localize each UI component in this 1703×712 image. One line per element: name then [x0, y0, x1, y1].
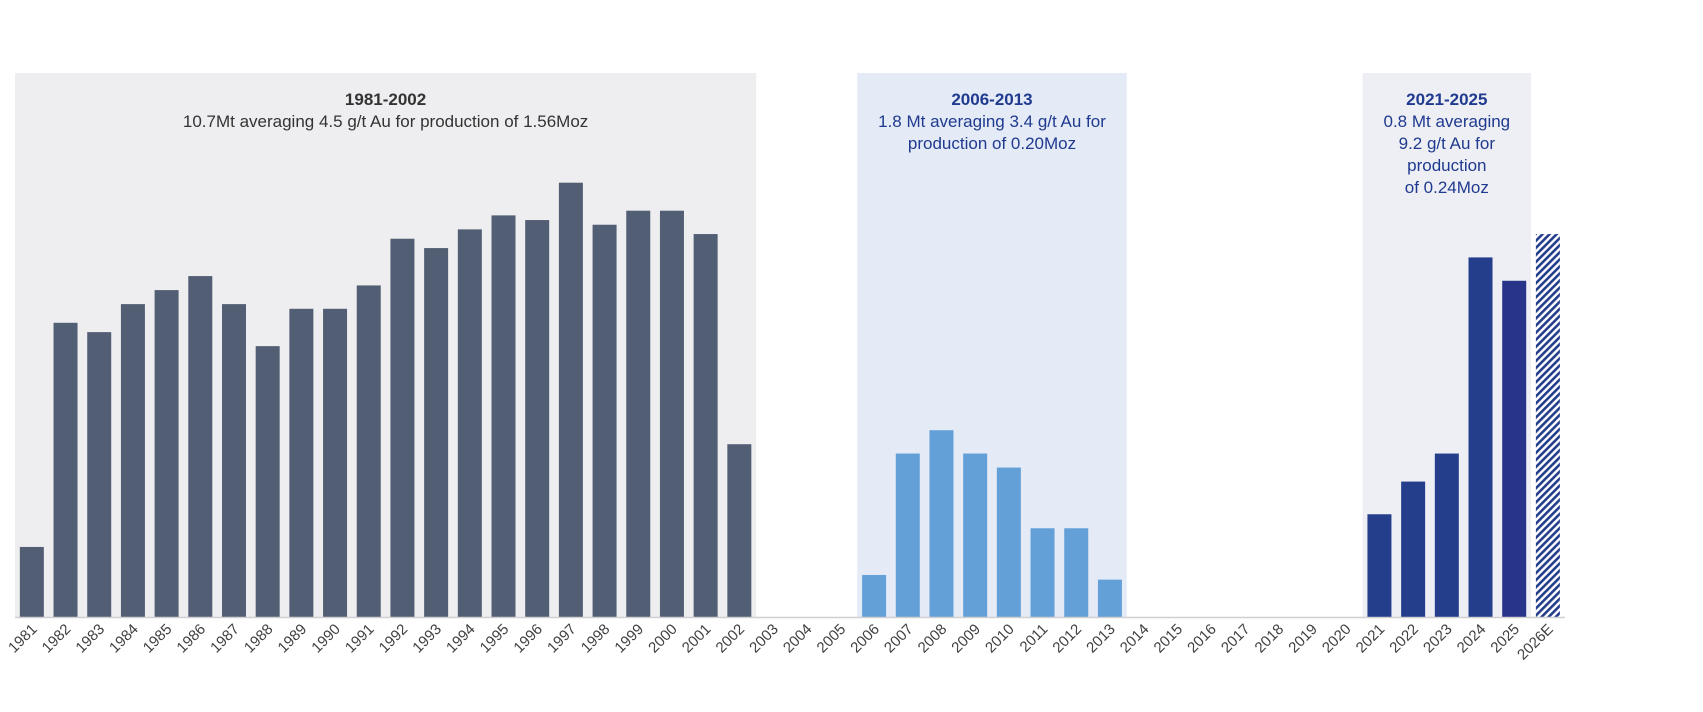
bar-1992	[390, 238, 415, 618]
bar-1999	[626, 210, 651, 617]
x-tick-label: 2021	[1353, 621, 1389, 657]
x-tick-label: 1998	[578, 621, 614, 657]
x-tick-label: 1982	[39, 621, 75, 657]
x-tick-label: 1989	[275, 621, 311, 657]
x-tick-label: 2002	[713, 621, 749, 657]
x-tick-label: 2003	[746, 621, 782, 657]
bar-1993	[424, 248, 449, 617]
bar-2001	[693, 234, 718, 617]
x-tick-label: 1985	[140, 621, 176, 657]
x-tick-label: 1996	[510, 621, 546, 657]
bar-2012	[1064, 528, 1089, 617]
bar-2002	[727, 444, 752, 617]
bar-2026E	[1535, 234, 1560, 617]
bar-2023	[1434, 453, 1459, 617]
period-description: production of 0.20Moz	[908, 134, 1076, 153]
bar-1988	[255, 346, 280, 617]
bar-1987	[221, 304, 246, 617]
period-title: 2006-2013	[951, 90, 1032, 109]
bar-1982	[53, 322, 78, 617]
x-tick-label: 2004	[780, 621, 816, 657]
bar-2000	[659, 210, 684, 617]
bar-2009	[963, 453, 988, 617]
x-tick-label: 1990	[308, 621, 344, 657]
bar-2010	[996, 467, 1021, 617]
bar-2013	[1097, 579, 1122, 617]
x-tick-label: 1984	[106, 621, 142, 657]
bar-2022	[1401, 481, 1426, 617]
period-title: 1981-2002	[345, 90, 426, 109]
x-tick-label: 2019	[1285, 621, 1321, 657]
bar-2024	[1468, 257, 1493, 617]
x-tick-label: 1986	[174, 621, 210, 657]
x-tick-label: 2006	[847, 621, 883, 657]
period-description: 0.8 Mt averaging	[1384, 112, 1511, 131]
bar-1990	[323, 308, 348, 617]
bar-1984	[120, 304, 145, 617]
x-tick-label: 2005	[814, 621, 850, 657]
bar-2008	[929, 430, 954, 617]
x-tick-label: 1995	[477, 621, 513, 657]
x-tick-label: 2000	[645, 621, 681, 657]
x-tick-label: 2008	[915, 621, 951, 657]
x-tick-label: 2022	[1386, 621, 1422, 657]
x-tick-label: 1987	[207, 621, 243, 657]
bar-2006	[862, 574, 887, 617]
x-tick-label: 1991	[342, 621, 378, 657]
period-description: production	[1407, 156, 1486, 175]
x-tick-label: 2016	[1184, 621, 1220, 657]
x-tick-label: 2026E	[1514, 621, 1557, 664]
bar-1991	[356, 285, 381, 617]
x-tick-label: 1983	[72, 621, 108, 657]
bar-1989	[289, 308, 314, 617]
bar-1995	[491, 215, 516, 617]
x-tick-label: 2024	[1454, 621, 1490, 657]
x-tick-label: 1988	[241, 621, 277, 657]
period-title: 2021-2025	[1406, 90, 1487, 109]
bar-1981	[19, 546, 44, 617]
x-tick-label: 2001	[679, 621, 715, 657]
bar-1996	[525, 220, 550, 618]
x-tick-label: 2012	[1049, 621, 1085, 657]
period-description: 1.8 Mt averaging 3.4 g/t Au for	[878, 112, 1106, 131]
x-tick-label: 2013	[1083, 621, 1119, 657]
x-tick-label: 1992	[376, 621, 412, 657]
bar-2007	[895, 453, 920, 617]
period-description: 10.7Mt averaging 4.5 g/t Au for producti…	[183, 112, 588, 131]
bar-1985	[154, 290, 179, 617]
x-tick-label: 2014	[1117, 621, 1153, 657]
bar-1986	[188, 276, 213, 617]
bar-1994	[457, 229, 482, 617]
x-tick-label: 2015	[1151, 621, 1187, 657]
bar-1997	[558, 182, 583, 617]
x-tick-label: 1981	[5, 621, 41, 657]
x-tick-label: 2010	[982, 621, 1018, 657]
x-tick-label: 1999	[611, 621, 647, 657]
x-tick-label: 2007	[881, 621, 917, 657]
x-tick-label: 2018	[1252, 621, 1288, 657]
bar-2021	[1367, 514, 1392, 617]
x-tick-label: 2023	[1420, 621, 1456, 657]
bar-1998	[592, 224, 617, 617]
x-tick-label: 2020	[1319, 621, 1355, 657]
x-tick-label: 2017	[1218, 621, 1254, 657]
period-description: 9.2 g/t Au for	[1399, 134, 1496, 153]
x-tick-label: 2011	[1017, 621, 1052, 656]
period-description: of 0.24Moz	[1405, 178, 1489, 197]
x-tick-label: 1994	[443, 621, 479, 657]
x-tick-label: 1993	[409, 621, 445, 657]
x-tick-label: 2009	[948, 621, 984, 657]
bar-2025	[1502, 280, 1527, 617]
bar-1983	[87, 332, 112, 617]
x-tick-label: 1997	[544, 621, 580, 657]
bar-2011	[1030, 528, 1055, 617]
